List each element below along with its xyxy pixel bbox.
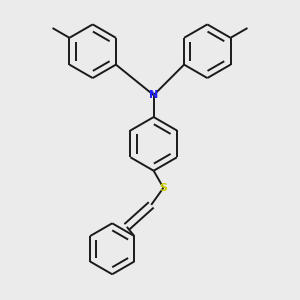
Text: N: N: [149, 90, 158, 100]
Text: S: S: [159, 183, 167, 193]
